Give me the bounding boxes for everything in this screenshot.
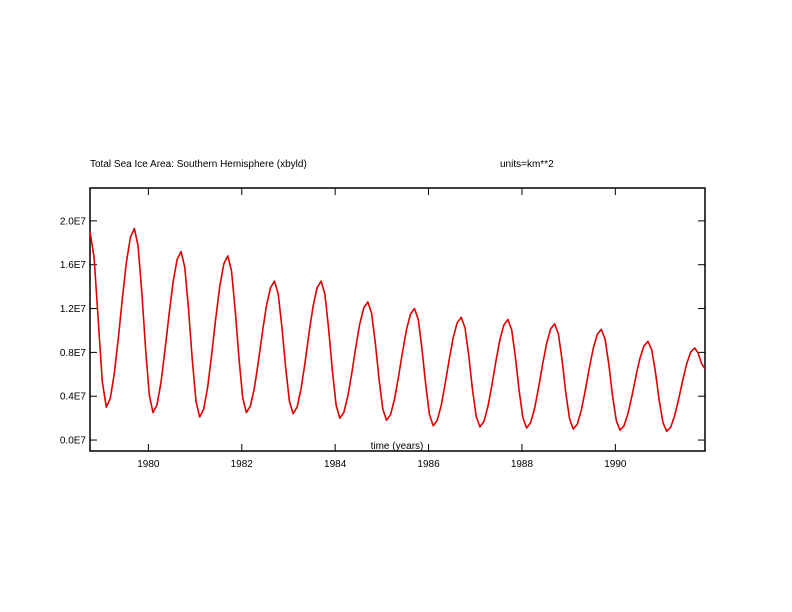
y-tick-label: 0.8E7 — [60, 348, 87, 359]
series-line-sea-ice-area — [89, 227, 706, 433]
x-tick-label: 1980 — [137, 459, 160, 470]
x-axis-ticks: 1980 1982 1984 1986 1988 1990 — [137, 188, 627, 470]
x-tick-label: 1982 — [231, 459, 254, 470]
chart-title: Total Sea Ice Area: Southern Hemisphere … — [90, 159, 307, 170]
y-tick-label: 0.0E7 — [60, 436, 87, 447]
x-axis-label: time (years) — [371, 441, 424, 452]
y-tick-label: 1.2E7 — [60, 304, 87, 315]
x-tick-label: 1986 — [417, 459, 440, 470]
y-tick-label: 1.6E7 — [60, 260, 87, 271]
y-axis-ticks: 0.0E7 0.4E7 0.8E7 1.2E7 1.6E7 2.0E7 — [60, 216, 705, 447]
x-tick-label: 1984 — [324, 459, 347, 470]
units-label: units=km**2 — [500, 159, 554, 170]
x-tick-label: 1988 — [511, 459, 534, 470]
x-tick-label: 1990 — [604, 459, 627, 470]
y-tick-label: 0.4E7 — [60, 392, 87, 403]
plot-frame — [89, 187, 706, 452]
y-tick-label: 2.0E7 — [60, 216, 87, 227]
